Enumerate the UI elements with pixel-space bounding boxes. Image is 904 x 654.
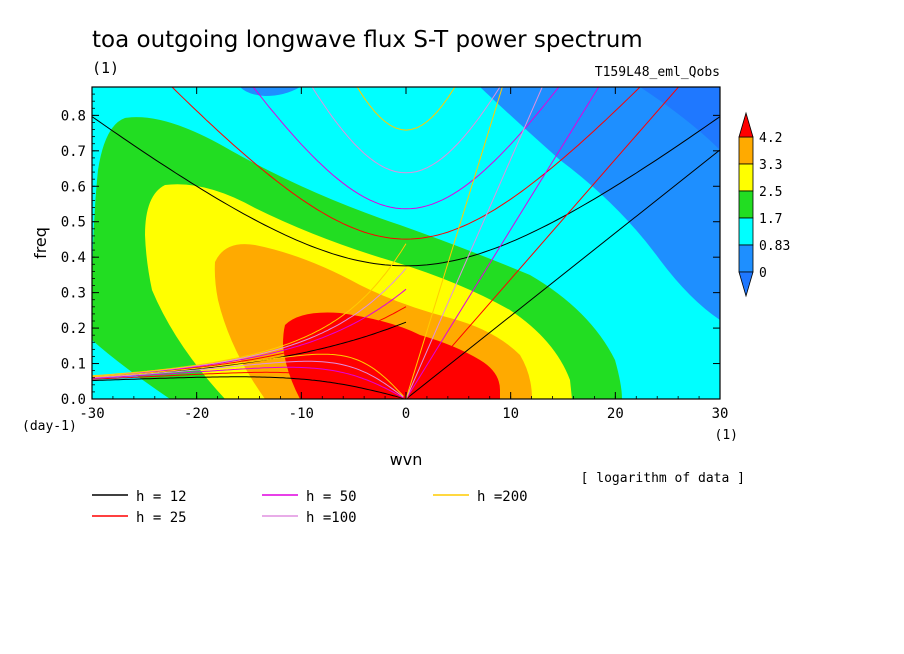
dispersion-curve <box>92 353 404 397</box>
field-level-low-blue-corner <box>640 87 720 150</box>
chart-subtitle-left: (1) <box>92 59 119 77</box>
y-unit-label: (day-1) <box>22 419 77 434</box>
y-tick-label: 0.6 <box>61 179 86 195</box>
dispersion-curves <box>92 87 720 399</box>
colorbar: 0 0.83 1.7 2.5 3.3 4.2 <box>738 111 790 298</box>
dispersion-curve <box>405 149 720 399</box>
dispersion-curve <box>171 87 641 240</box>
x-tick-label: -10 <box>289 406 314 422</box>
dispersion-curve <box>356 87 456 131</box>
y-axis: 0.0 0.1 0.2 0.3 0.4 0.5 0.6 0.7 0.8 <box>61 93 720 408</box>
x-tick-label: 20 <box>607 406 624 422</box>
dispersion-curve <box>405 87 680 399</box>
y-tick-label: 0.4 <box>61 250 86 266</box>
dispersion-curve <box>405 87 543 399</box>
legend-label: h = 50 <box>306 489 357 505</box>
legend-label: h =200 <box>477 489 528 505</box>
colorbar-under-arrow <box>738 271 754 298</box>
log-note: [ logarithm of data ] <box>581 471 745 486</box>
dispersion-curve <box>92 376 404 399</box>
colorbar-label: 2.5 <box>759 185 782 200</box>
y-tick-label: 0.3 <box>61 286 86 302</box>
colorbar-over-arrow <box>738 111 754 138</box>
dispersion-curve <box>252 87 560 210</box>
chart-subtitle-right: T159L48_eml_Qobs <box>595 65 720 80</box>
dispersion-curve <box>311 87 501 174</box>
x-tick-label: 0 <box>402 406 410 422</box>
colorbar-label: 0 <box>759 266 767 281</box>
colorbar-label: 0.83 <box>759 239 790 254</box>
y-tick-label: 0.0 <box>61 392 86 408</box>
x-tick-label: -30 <box>79 406 104 422</box>
colorbar-label: 1.7 <box>759 212 782 227</box>
plot-area <box>92 87 720 399</box>
y-tick-label: 0.1 <box>61 357 86 373</box>
dispersion-curve <box>92 366 404 399</box>
y-axis-label: freq <box>31 227 50 259</box>
chart-title: toa outgoing longwave flux S-T power spe… <box>92 27 643 53</box>
x-axis-label: wvn <box>390 450 423 469</box>
colorbar-swatch <box>738 163 754 192</box>
x-tick-label: 30 <box>712 406 729 422</box>
colorbar-label: 3.3 <box>759 158 782 173</box>
y-tick-label: 0.7 <box>61 144 86 160</box>
legend-label: h = 25 <box>136 510 187 526</box>
y-tick-label: 0.2 <box>61 321 86 337</box>
legend: h = 12 h = 25 h = 50 h =100 h =200 <box>92 489 528 526</box>
legend-label: h =100 <box>306 510 357 526</box>
field-level-low-blue <box>480 87 720 320</box>
dispersion-curve <box>92 243 407 377</box>
dispersion-curve <box>92 116 720 267</box>
x-axis: -30 -20 -10 0 10 20 30 <box>79 87 728 422</box>
legend-label: h = 12 <box>136 489 187 505</box>
y-tick-label: 0.8 <box>61 108 86 124</box>
colorbar-swatch <box>738 217 754 246</box>
colorbar-swatch <box>738 136 754 165</box>
colorbar-swatch <box>738 190 754 219</box>
dispersion-curve <box>405 87 503 399</box>
y-tick-label: 0.5 <box>61 215 86 231</box>
colorbar-label: 4.2 <box>759 131 782 146</box>
dispersion-curve <box>405 87 600 399</box>
colorbar-swatch <box>738 244 754 273</box>
x-tick-label: 10 <box>502 406 519 422</box>
x-tick-label: -20 <box>184 406 209 422</box>
dispersion-curve <box>92 360 404 398</box>
x-unit-label: (1) <box>715 428 738 443</box>
dispersion-curve <box>92 371 404 399</box>
